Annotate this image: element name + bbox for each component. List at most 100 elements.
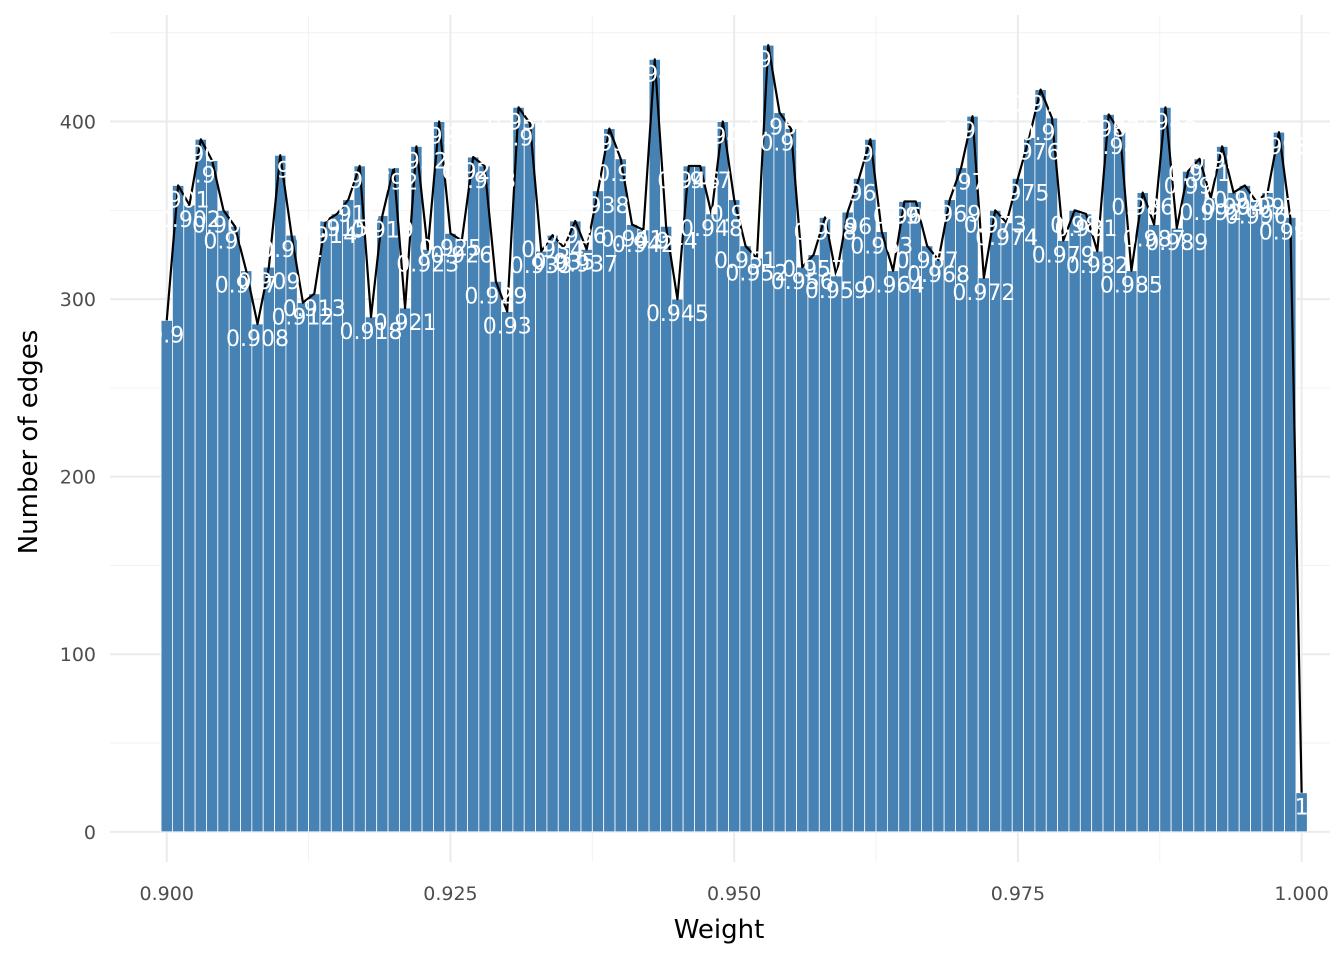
histogram-bar xyxy=(1227,192,1240,833)
bar-weight-label: 0.913 xyxy=(283,297,346,322)
histogram-bar xyxy=(1193,158,1206,833)
histogram-bar xyxy=(773,112,786,833)
bar-weight-label: 0.973 xyxy=(964,213,1027,238)
bar-weight-label: 0.996 xyxy=(1225,204,1288,229)
y-axis-title: Number of edges xyxy=(14,330,44,555)
bar-weight-label: 0.962 xyxy=(839,142,902,167)
bar-weight-label: 0.99 xyxy=(1164,174,1213,199)
bar-weight-label: 0.942 xyxy=(612,233,675,258)
bar-weight-label: 0.901 xyxy=(147,188,210,213)
histogram-bar xyxy=(172,185,185,833)
bar-weight-label: 0.982 xyxy=(1066,254,1129,279)
bar-weight-label: 0.958 xyxy=(793,220,856,245)
histogram-bar xyxy=(1170,227,1183,833)
bar-weight-label: 0.949 xyxy=(691,125,754,150)
histogram-bar xyxy=(535,250,548,833)
histogram-bar xyxy=(1284,217,1297,833)
bar-weight-label: 0.936 xyxy=(544,224,607,249)
bar-weight-label: 0.995 xyxy=(1213,188,1276,213)
bar-weight-label: 0.935 xyxy=(532,251,595,276)
histogram-bar xyxy=(671,298,684,833)
bar-weight-label: 0.977 xyxy=(1009,93,1072,118)
bar-value-labels: 0.90.9010.9020.9030.9040.9050.9060.9070.… xyxy=(147,48,1322,821)
y-tick-label: 0 xyxy=(84,822,96,844)
bar-weight-label: 0.976 xyxy=(998,141,1061,166)
histogram-bar xyxy=(1000,222,1013,833)
histogram-bar xyxy=(580,248,593,833)
histogram-bar xyxy=(921,245,934,833)
bar-weight-label: 0.983 xyxy=(1077,117,1140,142)
bar-weight-label: 0.922 xyxy=(385,149,448,174)
y-tick-label: 200 xyxy=(60,467,96,489)
bar-weight-label: 0.954 xyxy=(748,116,811,141)
bar-weight-label: 0.914 xyxy=(294,224,357,249)
histogram-bar xyxy=(818,217,832,833)
y-axis-tick-labels: 0 100 200 300 400 xyxy=(60,112,96,844)
bar-weight-label: 0.999 xyxy=(1259,220,1322,245)
histogram-bar xyxy=(376,215,389,833)
bar-weight-label: 0.905 xyxy=(192,213,255,238)
histogram-bar xyxy=(1091,250,1104,833)
y-tick-label: 100 xyxy=(60,644,96,666)
bar-weight-label: 0.991 xyxy=(1168,162,1231,187)
histogram-bar xyxy=(1182,170,1195,833)
histogram-bar xyxy=(217,209,230,833)
histogram-bar xyxy=(240,270,253,833)
bar-weight-label: 0.929 xyxy=(464,284,527,309)
histogram-bar xyxy=(308,293,321,833)
histogram-bar xyxy=(1261,192,1274,833)
histogram-bar xyxy=(421,248,434,833)
count-trend-line xyxy=(165,44,1303,793)
histogram-bar xyxy=(1057,240,1070,833)
bar-weight-label: 0.989 xyxy=(1145,231,1208,256)
histogram-bar xyxy=(886,270,900,833)
histogram-bar xyxy=(251,323,264,833)
bar-weight-label: 0.916 xyxy=(317,203,380,228)
bar-weight-label: 0.964 xyxy=(862,274,925,299)
histogram-bar xyxy=(557,247,571,833)
histogram-bar xyxy=(1238,185,1251,833)
bar-weight-label: 0.907 xyxy=(215,274,278,299)
bar-weight-label: 0.925 xyxy=(419,236,482,261)
bar-weight-label: 0.948 xyxy=(680,217,743,242)
bar-weight-label: 0.908 xyxy=(226,327,289,352)
histogram-bar xyxy=(444,233,457,833)
histogram-bar xyxy=(569,220,582,833)
bar-weight-label: 0.94 xyxy=(596,162,645,187)
histogram-bar xyxy=(728,199,741,833)
bar-weight-label: 0.937 xyxy=(555,252,618,277)
histogram-bar xyxy=(739,245,752,833)
bar-weight-label: 0.972 xyxy=(952,281,1015,306)
bar-weight-label: 0.93 xyxy=(483,315,532,340)
histogram-bar xyxy=(512,106,525,833)
bar-weight-label: 0.923 xyxy=(396,252,459,277)
bar-weight-label: 0.981 xyxy=(1055,217,1118,242)
bar-weight-label: 0.971 xyxy=(941,119,1004,144)
histogram-bar xyxy=(501,311,514,833)
bar-weight-label: 0.956 xyxy=(771,270,834,295)
y-tick-label: 300 xyxy=(60,289,96,311)
bar-weight-label: 0.97 xyxy=(937,171,986,196)
histogram-bar xyxy=(1079,213,1093,833)
bar-weight-label: 0.96 xyxy=(823,215,872,240)
bar-weight-label: 0.994 xyxy=(1202,196,1265,221)
x-tick-label: 0.950 xyxy=(707,883,761,905)
bar-weight-label: 0.915 xyxy=(305,217,368,242)
y-tick-label: 400 xyxy=(60,112,96,134)
bar-weight-label: 0.926 xyxy=(430,244,493,269)
histogram-bar xyxy=(433,121,446,833)
x-tick-label: 0.900 xyxy=(140,883,194,905)
bar-weight-label: 0.944 xyxy=(635,229,698,254)
bar-weight-label: 0.904 xyxy=(181,164,244,189)
bar-weight-label: 0.967 xyxy=(896,249,959,274)
bar-weight-label: 0.974 xyxy=(975,226,1038,251)
bar-weight-label: 0.957 xyxy=(782,258,845,283)
histogram-bar xyxy=(342,199,355,833)
histogram-bar xyxy=(1068,209,1081,833)
bar-weight-label: 0.919 xyxy=(351,219,414,244)
bar-weight-label: 0.975 xyxy=(986,181,1049,206)
bar-weight-label: 0.959 xyxy=(805,279,868,304)
bar-weight-label: 0.986 xyxy=(1111,196,1174,221)
x-tick-label: 1.000 xyxy=(1274,883,1328,905)
